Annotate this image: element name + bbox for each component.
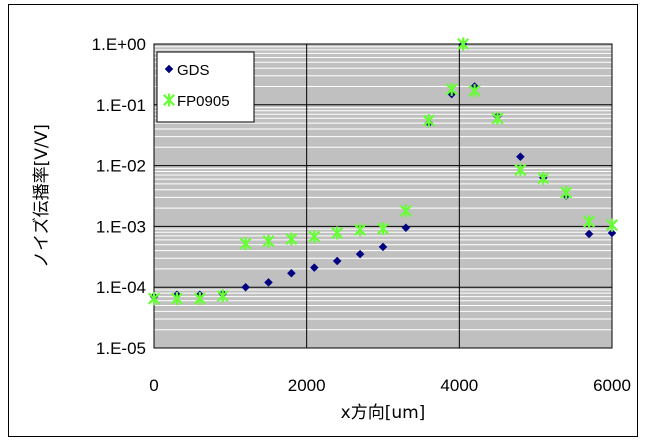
legend-entry-fp0905: FP0905 — [177, 93, 230, 110]
data-point — [378, 242, 388, 252]
y-tick-label: 1.E-04 — [96, 278, 146, 297]
y-tick-label: 1.E-03 — [96, 217, 146, 236]
data-point — [607, 228, 617, 238]
data-point — [468, 84, 481, 98]
data-point — [422, 113, 435, 128]
x-tick-label: 2000 — [288, 376, 326, 395]
data-point — [354, 223, 367, 237]
data-point — [264, 278, 273, 287]
y-axis-tick-labels: 1.E+00 1.E-01 1.E-02 1.E-03 1.E-04 1.E-05 — [92, 35, 146, 358]
data-point — [491, 111, 504, 125]
data-point — [262, 234, 275, 248]
data-point — [583, 214, 596, 229]
legend-marker — [164, 64, 174, 74]
data-point — [193, 291, 206, 306]
data-point — [457, 37, 470, 51]
data-point — [584, 229, 594, 239]
y-tick-label: 1.E-05 — [96, 339, 146, 358]
y-tick-label: 1.E-02 — [96, 157, 146, 176]
x-axis-tick-labels: 0 2000 4000 6000 — [149, 376, 631, 395]
data-point — [516, 152, 525, 162]
plot-border — [153, 43, 613, 349]
data-point — [239, 237, 252, 251]
legend: GDS FP0905 — [156, 51, 255, 123]
data-point — [170, 291, 183, 306]
y-tick-label: 1.E-01 — [96, 96, 146, 115]
data-point — [445, 82, 458, 96]
x-axis-title: x方向[um] — [341, 403, 426, 423]
data-point — [216, 289, 229, 303]
legend-marker — [162, 93, 176, 107]
data-point — [376, 222, 390, 236]
data-point — [309, 263, 319, 272]
y-tick-label: 1.E+00 — [92, 35, 146, 54]
data-point — [147, 291, 161, 306]
series-fp0905-points — [147, 37, 619, 306]
data-points — [147, 37, 619, 306]
data-point — [514, 163, 527, 177]
legend-box — [156, 51, 255, 123]
y-axis-title: ノイズ伝播率[V/V] — [32, 124, 52, 268]
data-point — [308, 229, 321, 244]
data-point — [287, 268, 296, 278]
data-point — [560, 185, 573, 200]
data-point — [401, 223, 411, 233]
x-tick-label: 4000 — [440, 376, 478, 395]
data-point — [331, 226, 344, 240]
data-point — [241, 282, 250, 292]
data-point — [355, 249, 365, 259]
legend-entry-gds: GDS — [177, 62, 210, 79]
data-point — [285, 232, 298, 246]
data-point — [537, 171, 550, 185]
x-tick-label: 6000 — [593, 376, 631, 395]
data-point — [332, 256, 342, 266]
data-point — [399, 204, 412, 218]
data-point — [605, 218, 619, 232]
x-tick-label: 0 — [149, 376, 158, 395]
